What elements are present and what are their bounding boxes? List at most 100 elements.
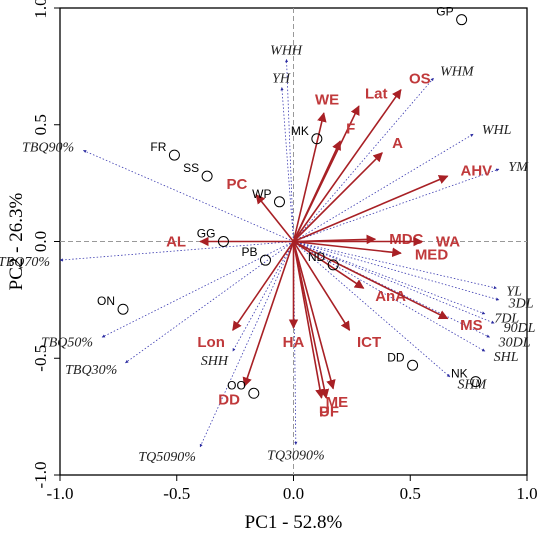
trait-label-ict: ICT — [357, 334, 381, 351]
env-vector-whm — [293, 77, 434, 242]
x-tick-label: -0.5 — [163, 484, 190, 503]
trait-label-ms: MS — [460, 317, 483, 334]
genotype-label-on: ON — [97, 294, 115, 308]
genotype-point-gg — [217, 236, 229, 247]
y-tick-label: -1.0 — [31, 462, 50, 489]
trait-label-ana: AnA — [375, 288, 406, 305]
trait-label-f: F — [346, 120, 355, 137]
trait-label-we: WE — [315, 91, 339, 108]
genotype-point-oo — [248, 387, 260, 399]
trait-label-uf: UF — [319, 404, 339, 421]
trait-vector-ahv — [293, 175, 449, 243]
env-label-tbq70pct: TBQ70% — [0, 255, 50, 270]
axis-ticks: -1.0 -0.5 0.0 0.5 1.0 -1.0 -0.5 0.0 0.5 1.0 — [31, 0, 538, 503]
env-label-tq5090pct: TQ5090% — [138, 450, 196, 465]
env-label-whh: WHH — [270, 43, 303, 58]
trait-label-p: P — [319, 404, 329, 421]
genotype-label-nd: ND — [308, 250, 326, 264]
genotype-label-gg: GG — [197, 227, 216, 241]
trait-vector-f — [292, 140, 341, 242]
x-tick-label: 0.5 — [400, 484, 421, 503]
genotype-label-fr: FR — [150, 140, 166, 154]
genotype-point-fr — [168, 149, 180, 161]
genotype-point-pb — [259, 254, 271, 266]
trait-vector-os — [292, 88, 402, 242]
genotype-point-nk — [470, 376, 482, 388]
trait-vector-pc — [255, 194, 295, 242]
env-vector-90dl — [293, 241, 495, 324]
genotype-label-dd: DD — [387, 350, 405, 364]
trait-label-lat: Lat — [365, 85, 388, 102]
env-vector-3dl — [293, 241, 500, 301]
env-vector-whh — [285, 59, 294, 242]
trait-label-wa: WA — [436, 234, 460, 251]
env-label-yh: YH — [272, 71, 291, 86]
trait-label-a: A — [392, 135, 403, 152]
genotype-point-dd — [407, 359, 419, 371]
genotype-label-wp: WP — [252, 187, 271, 201]
env-vector-shm — [293, 241, 451, 378]
x-tick-label: -1.0 — [47, 484, 74, 503]
trait-label-dd: DD — [218, 392, 240, 409]
env-label-shl: SHL — [494, 350, 519, 365]
trait-vector-a — [292, 152, 383, 243]
env-vector-tq5090pct — [199, 241, 294, 448]
env-vector-tbq30pct — [125, 241, 294, 364]
trait-label-al: AL — [166, 234, 186, 251]
trait-vector-me — [292, 241, 336, 390]
trait-label-ha: HA — [283, 334, 305, 351]
genotype-label-ss: SS — [183, 161, 199, 175]
env-vector-tbq70pct — [59, 241, 294, 262]
env-label-tbq50pct: TBQ50% — [41, 336, 93, 351]
env-vector-ym — [293, 168, 500, 242]
genotype-point-wp — [273, 196, 285, 208]
trait-vector-ict — [292, 241, 351, 332]
trait-label-os: OS — [409, 70, 431, 87]
x-tick-label: 0.0 — [283, 484, 304, 503]
genotype-point-ss — [201, 170, 213, 182]
y-tick-label: 0.0 — [31, 231, 50, 252]
env-vector-yl — [293, 241, 497, 290]
env-vector-tbq50pct — [101, 241, 294, 338]
env-vector-yh — [280, 87, 294, 242]
trait-vector-med — [293, 240, 402, 258]
y-tick-label: -0.5 — [31, 345, 50, 372]
env-label-whl: WHL — [482, 123, 512, 138]
trait-label-me: ME — [326, 394, 349, 411]
env-vector-7dl — [293, 241, 486, 315]
trait-vector-lon — [232, 241, 295, 332]
genotype-label-nk: NK — [451, 367, 468, 381]
env-label-3dl: 3DL — [508, 297, 534, 312]
trait-label-lon: Lon — [197, 334, 225, 351]
genotype-label-oo: OO — [227, 378, 246, 392]
env-label-shh: SHH — [201, 354, 229, 369]
environment-vectors: WHH YH WHM WHL YM TBQ90% TBQ70% TBQ50% TBQ30% SHH… — [0, 43, 536, 465]
y-axis-title: PC2 - 26.3% — [6, 193, 27, 291]
trait-vector-ms — [293, 240, 449, 320]
env-label-whm: WHM — [440, 64, 475, 79]
env-label-7dl: 7DL — [494, 311, 519, 326]
x-axis-title: PC1 - 52.8% — [245, 512, 343, 533]
env-label-tq3090pct: TQ3090% — [267, 449, 325, 464]
trait-label-med: MED — [415, 247, 449, 264]
genotype-label-gp: GP — [436, 5, 453, 19]
env-vector-tq3090pct — [293, 241, 298, 445]
env-label-ym: YM — [508, 160, 529, 175]
genotype-points: GP MK FR SS WP GG PB ND ON DD NK OO — [97, 5, 482, 399]
trait-label-ahv: AHV — [460, 163, 492, 180]
env-label-tbq90pct: TBQ90% — [22, 140, 74, 155]
trait-label-pc: PC — [227, 176, 248, 193]
genotype-label-mk: MK — [291, 124, 309, 138]
genotype-label-pb: PB — [241, 245, 257, 259]
trait-vector-uf — [292, 241, 330, 399]
trait-label-mdc: MDC — [389, 231, 423, 248]
y-tick-label: 0.5 — [31, 114, 50, 135]
env-label-yl: YL — [506, 284, 522, 299]
env-label-90dl: 90DL — [504, 321, 536, 336]
y-tick-label: 1.0 — [31, 0, 50, 19]
x-tick-label: 1.0 — [516, 484, 537, 503]
env-label-30dl: 30DL — [498, 336, 531, 351]
genotype-point-on — [117, 303, 129, 315]
